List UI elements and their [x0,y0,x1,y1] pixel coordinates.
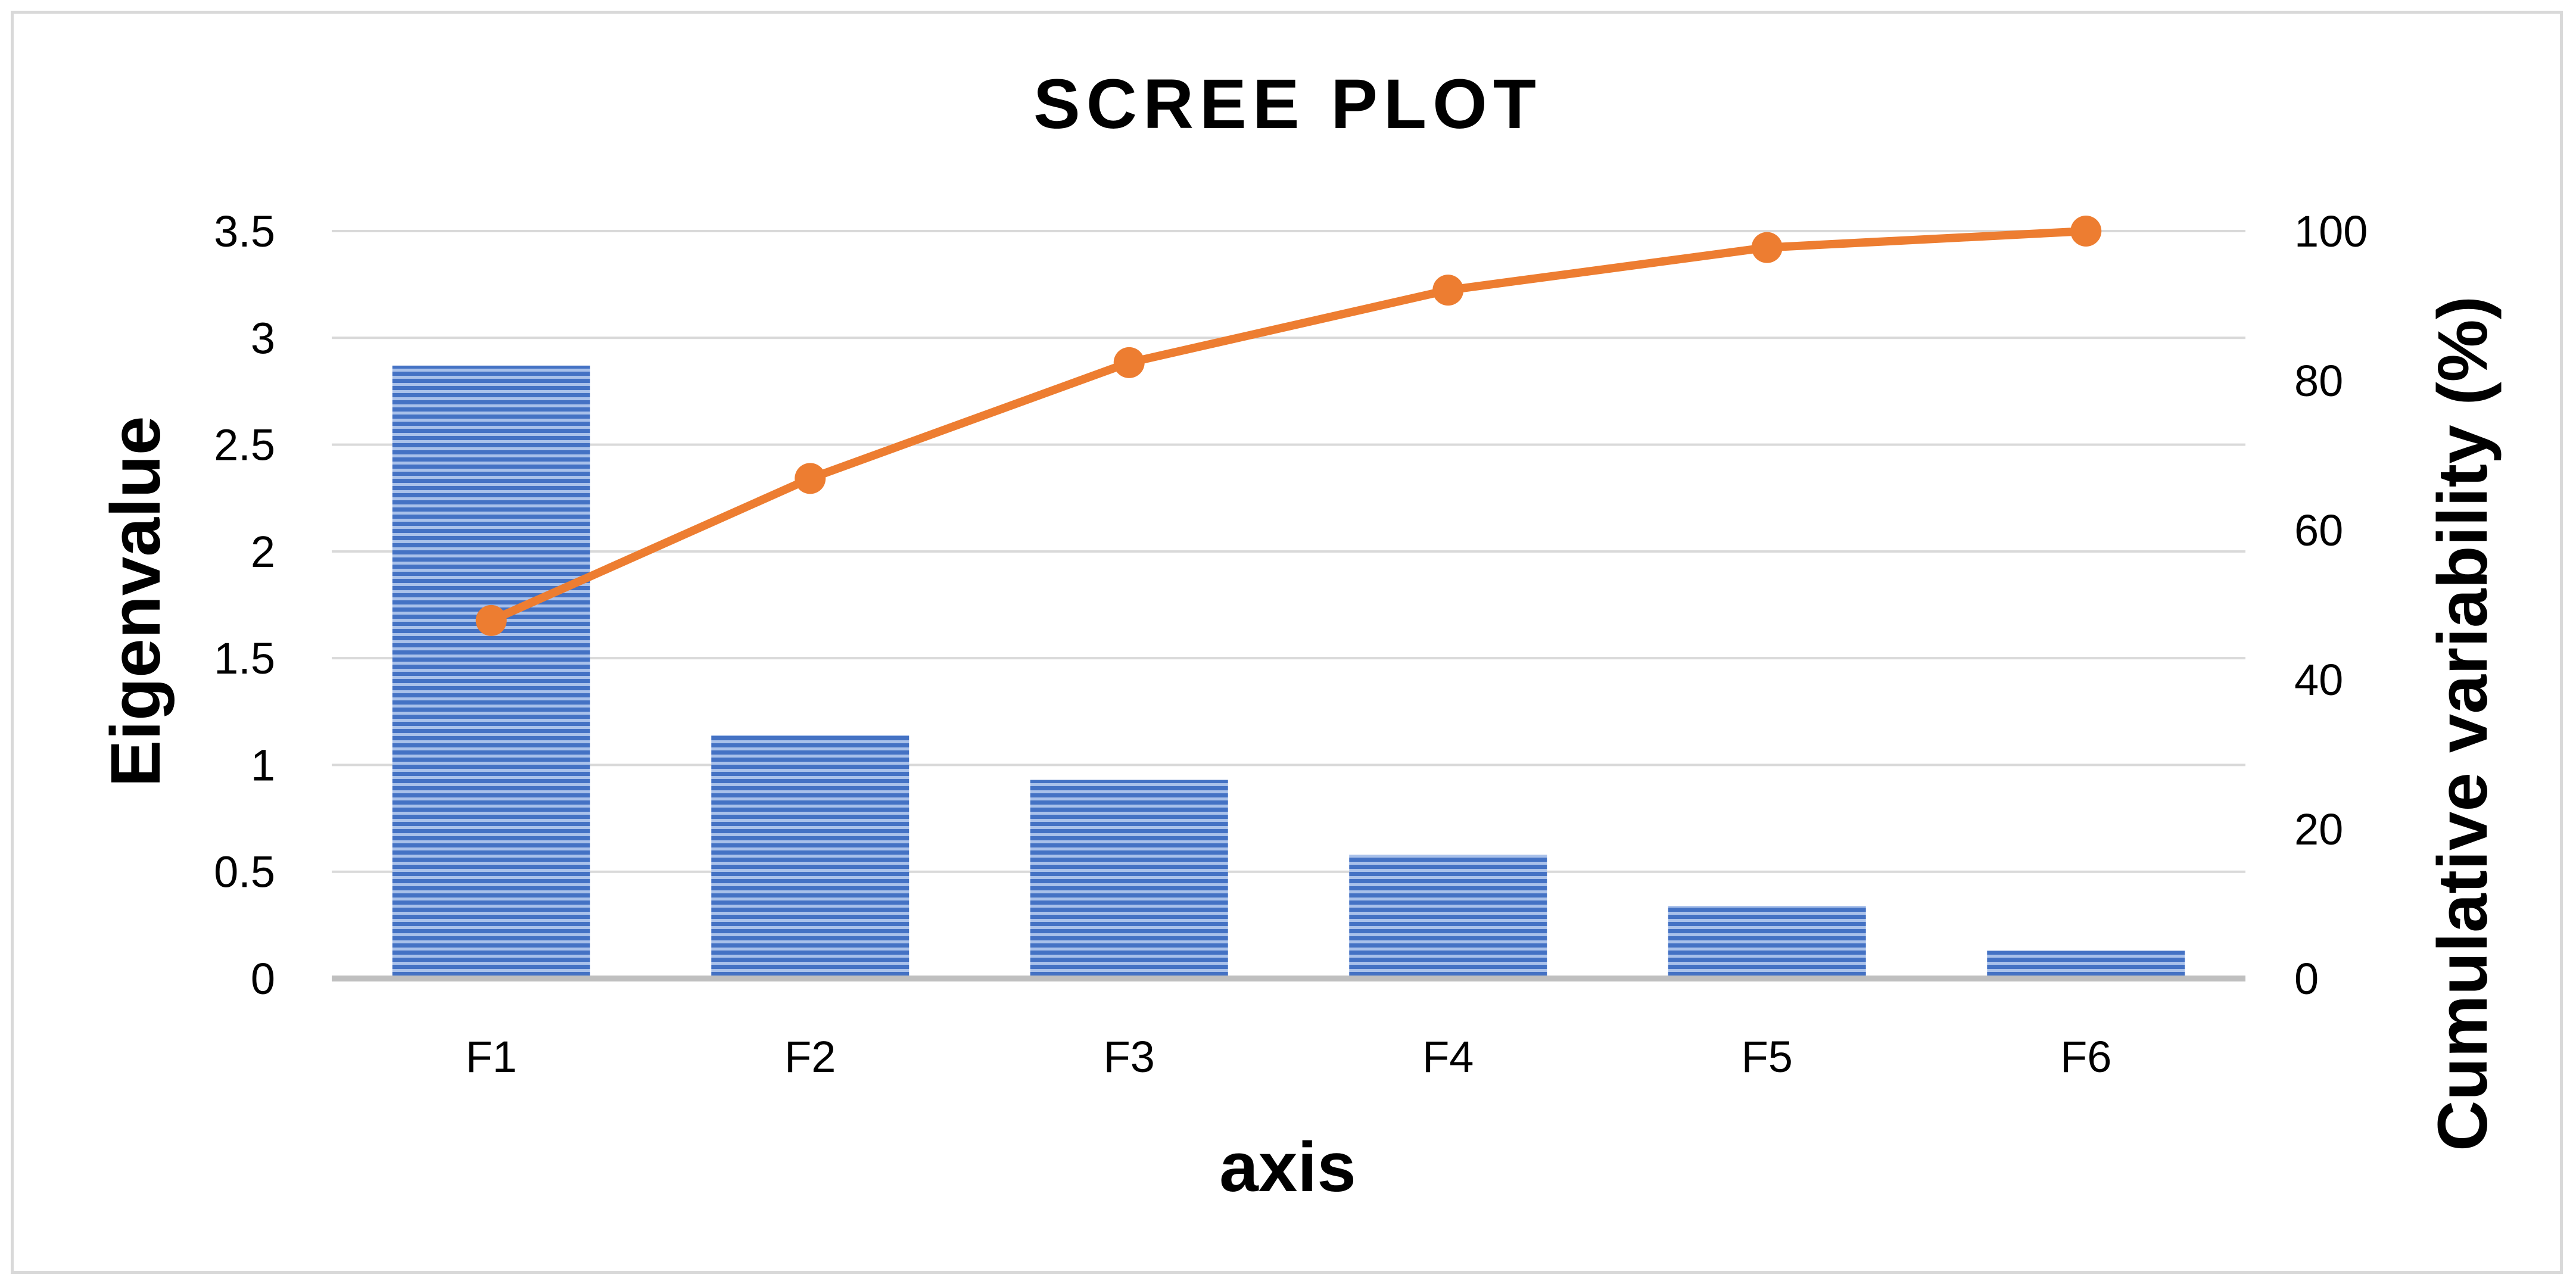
x-tick-label: F4 [1422,1032,1474,1082]
x-tick-label: F6 [2060,1032,2111,1082]
y-axis-tick-labels: 0 0.5 1 1.5 2 2.5 3 3.5 [214,207,275,1004]
line-point-f3 [1113,347,1145,378]
x-axis-tick-labels: F1 F2 F3 F4 F5 F6 [466,1032,2112,1082]
bar-series [392,365,2185,979]
x-axis-label: axis [1219,1128,1356,1207]
y-tick-label: 1 [251,740,275,790]
y-axis-label: Eigenvalue [96,416,175,787]
line-point-f4 [1432,275,1464,306]
y2-tick-label: 80 [2294,356,2343,406]
y2-tick-label: 0 [2294,954,2319,1004]
chart-title: SCREE PLOT [1033,65,1542,144]
bar-f3 [1030,780,1228,979]
line-point-f1 [475,604,507,636]
bar-f5 [1668,906,1866,979]
y-tick-label: 0.5 [214,847,275,897]
line-series [475,216,2102,636]
x-tick-label: F5 [1742,1032,1793,1082]
x-tick-label: F1 [466,1032,517,1082]
gridlines [332,230,2245,873]
bar-f1 [392,365,590,979]
y-tick-label: 0 [251,954,275,1004]
bar-f2 [711,735,909,979]
x-tick-label: F3 [1104,1032,1155,1082]
y-tick-label: 3.5 [214,207,275,256]
bar-f6 [1987,951,2185,979]
y2-tick-label: 60 [2294,506,2343,555]
y-tick-label: 3 [251,313,275,363]
line-point-f6 [2070,216,2102,247]
line-point-f2 [795,463,826,494]
y2-axis-tick-labels: 0 20 40 60 80 100 [2294,207,2368,1004]
y2-axis-label: Cumulative variability (%) [2424,296,2502,1151]
line-point-f5 [1751,232,1783,263]
y2-tick-label: 40 [2294,655,2343,705]
y2-tick-label: 20 [2294,805,2343,854]
y-tick-label: 2 [251,527,275,576]
y-tick-label: 2.5 [214,420,275,470]
x-tick-label: F2 [784,1032,836,1082]
cumulative-line [487,227,2091,625]
y-tick-label: 1.5 [214,634,275,683]
bar-f4 [1349,855,1547,979]
y2-tick-label: 100 [2294,207,2368,256]
